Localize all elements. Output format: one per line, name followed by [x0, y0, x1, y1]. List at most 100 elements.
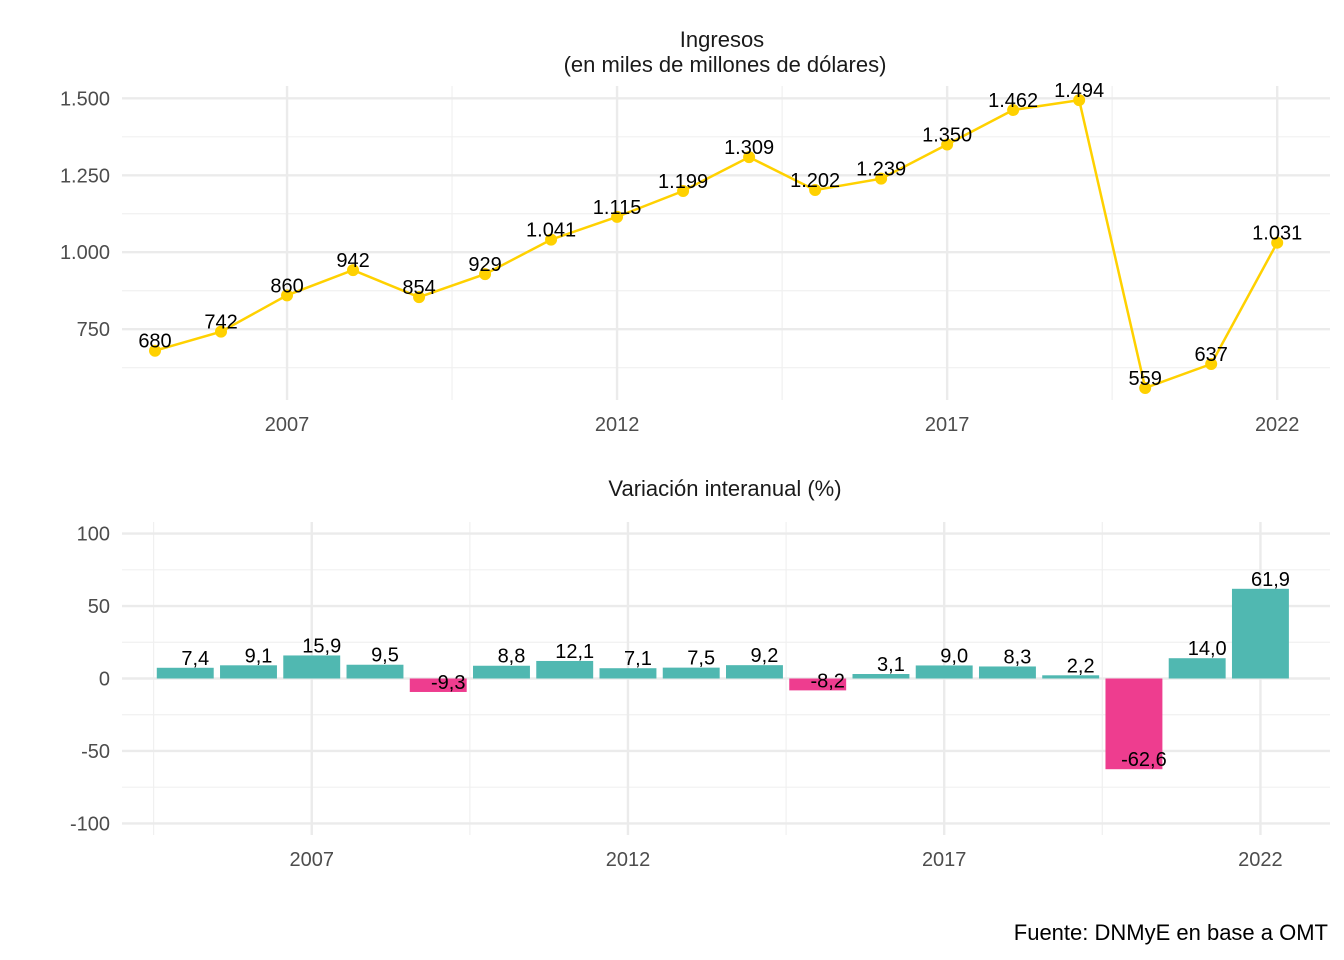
variation-bar: [473, 665, 530, 679]
variation-value-label: 15,9: [302, 635, 341, 657]
income-value-label: 742: [204, 312, 237, 334]
income-data-labels: 680 742 860 942 854 929 1.041 1.115 1.199 1.309 1.…: [138, 80, 1302, 390]
income-value-label: 1.041: [526, 220, 576, 242]
income-value-label: 1.350: [922, 124, 972, 146]
income-line: [154, 98, 1279, 390]
income-gridlines: [122, 86, 1330, 400]
variation-bar: [726, 665, 783, 679]
income-point: [281, 289, 294, 302]
variation-bar: [662, 667, 720, 679]
variation-data-labels: 7,4 9,1 15,9 9,5 -9,3 8,8 12,1 7,1 7,5 9,2 -8,2 3,1…: [181, 569, 1290, 771]
variation-value-label: -62,6: [1121, 749, 1167, 771]
variation-bar: [1042, 675, 1100, 679]
variation-bars: [156, 588, 1289, 770]
income-chart-title: Ingresos: [680, 27, 764, 52]
income-value-label: 1.115: [593, 197, 642, 219]
income-point: [743, 151, 756, 164]
variation-y-tick-label: -50: [81, 741, 110, 763]
variation-y-tick-label: 0: [99, 669, 110, 691]
variation-x-tick-label: 2007: [289, 849, 334, 871]
income-x-tick-label: 2022: [1255, 414, 1300, 436]
variation-value-label: 2,2: [1067, 655, 1095, 677]
variation-x-tick-label: 2017: [922, 849, 967, 871]
variation-bar: [536, 660, 594, 679]
income-value-label: 1.202: [790, 170, 840, 192]
variation-bar-panel: Variación interanual (%) -100 -50 0 50 100 2…: [70, 476, 1330, 871]
income-point: [1205, 357, 1218, 370]
variation-value-label: 14,0: [1188, 638, 1227, 660]
variation-value-label: 8,8: [498, 646, 526, 668]
variation-value-label: 12,1: [555, 641, 594, 663]
income-value-label: 637: [1194, 344, 1227, 366]
variation-value-label: 9,2: [751, 645, 779, 667]
variation-bar: [220, 665, 277, 679]
income-y-axis: 750 1.000 1.250 1.500: [60, 88, 110, 341]
income-y-tick-label: 1.250: [60, 165, 110, 187]
income-value-label: 860: [270, 275, 303, 297]
income-point: [611, 210, 624, 223]
income-line-panel: Ingresos (en miles de millones de dólare…: [60, 27, 1330, 436]
variation-bar: [915, 665, 973, 679]
income-point: [1271, 236, 1284, 249]
income-chart-subtitle: (en miles de millones de dólares): [564, 52, 887, 77]
income-y-tick-label: 1.000: [60, 242, 110, 264]
variation-bar: [156, 667, 214, 679]
variation-y-tick-label: -100: [70, 813, 110, 835]
income-value-label: 942: [336, 250, 369, 272]
income-value-label: 559: [1128, 368, 1161, 390]
variation-value-label: 9,5: [371, 645, 399, 667]
income-point: [1139, 381, 1152, 394]
income-point: [875, 172, 888, 185]
income-value-label: 854: [402, 277, 435, 299]
income-point: [809, 184, 822, 197]
variation-bar: [978, 666, 1036, 679]
variation-y-tick-label: 50: [88, 596, 110, 618]
variation-value-label: 9,1: [245, 645, 273, 667]
income-value-label: 929: [468, 254, 501, 276]
income-y-tick-label: 1.500: [60, 88, 110, 110]
income-point: [1073, 94, 1086, 107]
income-point: [941, 138, 954, 151]
income-point: [149, 344, 162, 357]
income-value-label: 1.239: [856, 159, 906, 181]
variation-value-label: -8,2: [810, 670, 844, 692]
variation-x-axis: 2007 2012 2017 2022: [289, 849, 1282, 871]
income-x-axis: 2007 2012 2017 2022: [265, 414, 1300, 436]
income-point: [545, 233, 558, 246]
income-x-tick-label: 2017: [925, 414, 970, 436]
variation-value-label: 9,0: [940, 645, 968, 667]
variation-value-label: -9,3: [431, 672, 465, 694]
income-series: [149, 94, 1284, 394]
variation-value-label: 8,3: [1004, 646, 1032, 668]
income-point: [677, 184, 690, 197]
income-value-label: 1.199: [658, 171, 708, 193]
variation-value-label: 3,1: [877, 654, 905, 676]
income-point: [479, 268, 492, 281]
variation-bar: [346, 664, 404, 679]
income-point: [347, 264, 360, 277]
income-value-label: 1.494: [1054, 80, 1104, 102]
income-value-label: 1.309: [724, 137, 774, 159]
income-y-tick-label: 750: [77, 319, 110, 341]
variation-x-tick-label: 2012: [606, 849, 651, 871]
variation-y-axis: -100 -50 0 50 100: [70, 524, 110, 836]
variation-value-label: 7,5: [687, 648, 715, 670]
variation-bar: [1105, 678, 1163, 770]
variation-bar: [409, 678, 467, 692]
variation-value-label: 7,4: [181, 648, 209, 670]
income-point: [413, 291, 426, 304]
variation-x-tick-label: 2022: [1238, 849, 1283, 871]
variation-bar: [1168, 658, 1226, 679]
variation-chart-title: Variación interanual (%): [608, 476, 841, 501]
income-value-label: 1.462: [988, 90, 1038, 112]
variation-bar: [283, 655, 341, 679]
variation-bar: [852, 674, 910, 679]
income-x-tick-label: 2007: [265, 414, 310, 436]
variation-y-tick-label: 100: [77, 524, 110, 546]
variation-bar: [599, 668, 657, 679]
income-value-label: 680: [138, 331, 171, 353]
income-point: [215, 325, 228, 338]
income-value-label: 1.031: [1252, 223, 1302, 245]
source-caption: Fuente: DNMyE en base a OMT: [1014, 920, 1328, 945]
